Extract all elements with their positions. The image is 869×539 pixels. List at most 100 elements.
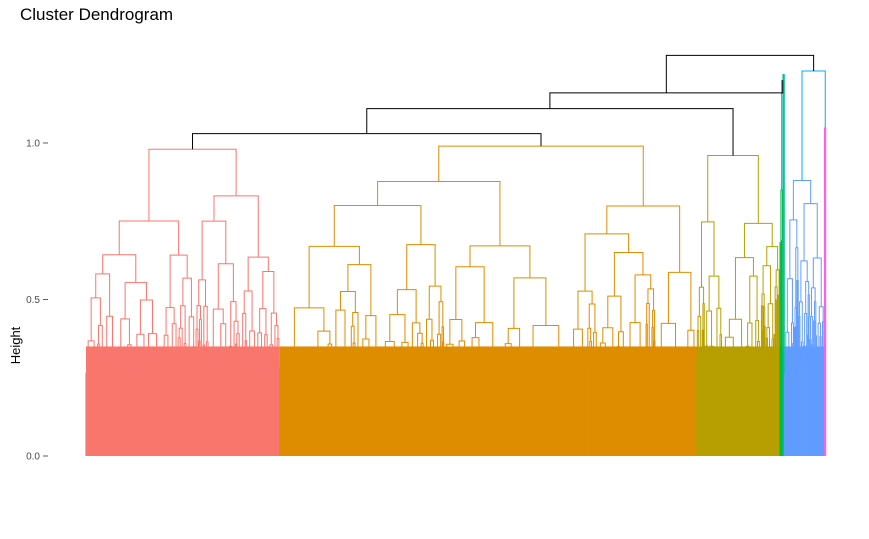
merge-link xyxy=(804,312,808,351)
merge-link xyxy=(210,350,217,386)
merge-link xyxy=(750,351,754,368)
merge-link xyxy=(182,277,192,317)
merge-link xyxy=(232,348,236,382)
top-merge-link xyxy=(366,108,734,156)
merge-link xyxy=(780,189,783,243)
merge-link xyxy=(647,348,651,371)
merge-link xyxy=(821,321,825,364)
merge-link xyxy=(270,312,277,345)
merge-link xyxy=(762,265,771,304)
merge-link xyxy=(469,245,531,278)
merge-link xyxy=(389,314,406,343)
merge-link xyxy=(627,357,633,382)
merge-link xyxy=(91,355,97,387)
merge-link xyxy=(106,315,114,356)
merge-link xyxy=(613,251,644,297)
merge-link xyxy=(198,279,207,307)
merge-link xyxy=(169,254,188,308)
merge-link xyxy=(739,352,744,379)
merge-link xyxy=(707,155,759,224)
y-axis-title: Height xyxy=(8,326,23,364)
merge-link xyxy=(685,353,691,388)
merge-link xyxy=(244,340,247,375)
merge-link xyxy=(803,345,806,381)
merge-link xyxy=(745,345,750,375)
merge-link xyxy=(203,305,208,346)
merge-link xyxy=(441,326,445,368)
merge-link xyxy=(766,327,770,349)
merge-link xyxy=(220,323,227,364)
merge-link xyxy=(236,333,240,367)
merge-link xyxy=(308,245,360,308)
merge-link xyxy=(794,307,798,327)
merge-link xyxy=(810,315,813,345)
top-merge-link xyxy=(192,133,542,150)
merge-link xyxy=(743,222,773,258)
merge-link xyxy=(347,264,372,316)
merge-link xyxy=(90,297,101,341)
merge-link xyxy=(165,307,175,336)
merge-link xyxy=(504,343,512,374)
merge-link xyxy=(708,275,720,311)
merge-link xyxy=(455,266,485,323)
merge-link xyxy=(765,337,768,371)
merge-link xyxy=(201,220,227,280)
merge-link xyxy=(607,295,622,332)
merge-link xyxy=(396,289,417,323)
merge-link xyxy=(449,319,463,345)
merge-link xyxy=(786,278,793,333)
merge-link xyxy=(333,205,422,247)
merge-link xyxy=(660,322,677,363)
merge-link xyxy=(775,269,780,295)
merge-link xyxy=(242,312,247,350)
merge-link xyxy=(377,181,501,246)
merge-link xyxy=(813,301,817,336)
merge-link xyxy=(767,303,774,340)
merge-link xyxy=(326,357,330,372)
merge-link xyxy=(384,341,395,371)
merge-link xyxy=(339,291,356,313)
merge-link xyxy=(117,352,125,384)
merge-link xyxy=(241,348,245,371)
merge-link xyxy=(417,332,423,356)
merge-link xyxy=(812,257,822,307)
merge-link xyxy=(352,342,356,364)
merge-link xyxy=(139,299,154,335)
merge-link xyxy=(749,275,758,324)
merge-link xyxy=(469,348,475,374)
merge-link xyxy=(180,305,186,344)
merge-link xyxy=(129,361,133,388)
merge-link xyxy=(696,330,700,358)
merge-link xyxy=(657,353,665,376)
merge-link xyxy=(217,263,234,310)
merge-link xyxy=(762,306,766,330)
merge-link xyxy=(516,348,523,384)
merge-link xyxy=(118,220,180,256)
merge-link xyxy=(431,349,435,384)
merge-link xyxy=(428,285,442,320)
merge-link xyxy=(817,322,821,349)
merge-link xyxy=(805,281,810,314)
merge-link xyxy=(327,343,333,374)
merge-link xyxy=(803,203,818,261)
merge-link xyxy=(262,270,275,314)
merge-link xyxy=(177,337,181,360)
merge-link xyxy=(259,308,267,335)
merge-link xyxy=(438,145,644,207)
merge-link xyxy=(618,331,624,367)
merge-link xyxy=(97,325,103,356)
merge-link xyxy=(276,338,280,356)
merge-link xyxy=(734,257,754,320)
merge-link xyxy=(587,327,592,352)
merge-link xyxy=(507,327,521,349)
merge-link xyxy=(589,341,593,369)
merge-link xyxy=(170,356,174,385)
merge-link xyxy=(667,271,692,331)
merge-link xyxy=(792,180,812,220)
merge-link xyxy=(382,357,389,390)
top-merge-link xyxy=(801,70,826,181)
merge-link xyxy=(269,344,274,381)
y-tick-label: 0.0 xyxy=(26,452,40,463)
merge-link xyxy=(811,344,814,381)
